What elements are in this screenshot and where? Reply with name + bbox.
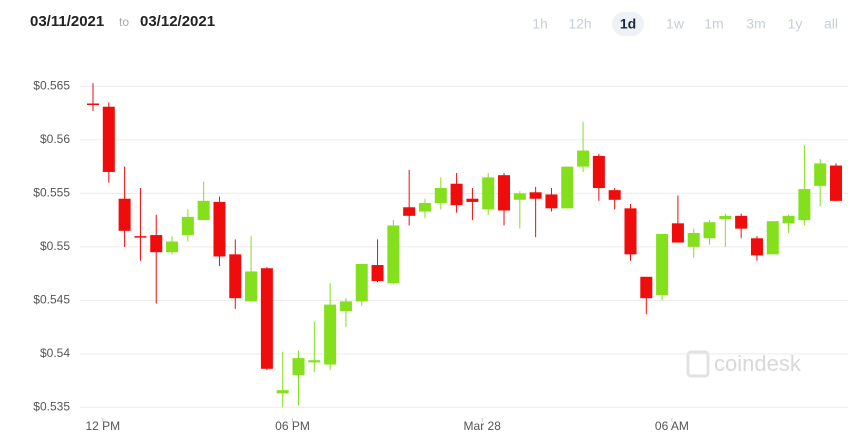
- candle-body: [498, 175, 511, 211]
- candle-body: [687, 232, 700, 247]
- y-tick-label: $0.555: [33, 186, 70, 200]
- candle-body: [260, 268, 273, 369]
- candle-body: [529, 192, 542, 199]
- candle-body: [197, 200, 210, 221]
- x-tick-label: 06 AM: [655, 419, 689, 433]
- candle-body: [276, 390, 289, 394]
- date-separator: to: [119, 15, 129, 29]
- range-button[interactable]: 3m: [746, 16, 765, 32]
- candle-body: [798, 189, 811, 221]
- range-button[interactable]: 1w: [666, 16, 685, 32]
- candle-body: [324, 304, 337, 365]
- date-to: 03/12/2021: [140, 13, 215, 30]
- candle-body: [355, 263, 368, 302]
- range-selector: 1h 12h 1d 1w 1m 3m 1y all: [532, 12, 838, 36]
- candle-body: [782, 215, 795, 224]
- candle-body: [434, 188, 447, 203]
- y-tick-label: $0.55: [40, 239, 70, 253]
- candle-body: [750, 238, 763, 256]
- candle-body: [466, 198, 479, 202]
- candle-body: [640, 276, 653, 299]
- candle-body: [387, 225, 400, 284]
- candle-body: [482, 177, 495, 210]
- y-tick-label: $0.565: [33, 79, 70, 93]
- candle-body: [703, 222, 716, 239]
- candle-body: [671, 223, 684, 243]
- candle-body: [229, 254, 242, 299]
- candle-body: [371, 265, 384, 282]
- y-tick-label: $0.54: [40, 346, 70, 360]
- candle-body: [608, 190, 621, 200]
- candle-body: [719, 215, 732, 220]
- range-button[interactable]: 1d: [620, 16, 636, 32]
- candle-body: [403, 207, 416, 216]
- candle-body: [181, 216, 194, 236]
- y-tick-label: $0.535: [33, 399, 70, 413]
- watermark: coindesk: [714, 351, 802, 376]
- candle-body: [656, 234, 669, 295]
- y-tick-label: $0.545: [33, 293, 70, 307]
- range-selected-bg: [612, 12, 644, 36]
- candle-body: [150, 235, 163, 253]
- candle-body: [561, 166, 574, 209]
- candle-body: [213, 201, 226, 257]
- candle-body: [166, 241, 179, 253]
- range-button[interactable]: all: [824, 16, 838, 32]
- candle-body: [624, 208, 637, 255]
- plot-area: coindesk $0.535 $0.54 $0.545 $0.55 $0.555 $0.…: [33, 79, 848, 433]
- date-from: 03/11/2021: [30, 13, 104, 30]
- range-button[interactable]: 1h: [532, 16, 548, 32]
- x-tick-label: 06 PM: [275, 419, 310, 433]
- x-tick-label: 12 PM: [85, 419, 120, 433]
- range-button[interactable]: 1y: [788, 16, 803, 32]
- candle-body: [418, 202, 431, 212]
- candle-body: [339, 301, 352, 312]
- range-button[interactable]: 1m: [704, 16, 723, 32]
- candle-body: [245, 271, 258, 302]
- candle-body: [87, 103, 99, 106]
- candle-body: [513, 193, 526, 200]
- candle-body: [292, 358, 305, 376]
- candle-body: [118, 198, 131, 231]
- range-button[interactable]: 12h: [568, 16, 591, 32]
- candle-body: [308, 360, 321, 363]
- candle-body: [735, 215, 748, 229]
- y-tick-label: $0.56: [40, 132, 70, 146]
- candle-body: [134, 236, 147, 238]
- candle-body: [545, 194, 558, 209]
- candle-body: [766, 221, 779, 255]
- candle-body: [102, 106, 115, 172]
- watermark-icon: [686, 350, 710, 378]
- candle-body: [450, 183, 463, 206]
- x-tick-label: Mar 28: [464, 419, 502, 433]
- candle-body: [814, 163, 827, 186]
- candle-body: [577, 150, 590, 167]
- candle-body: [592, 155, 605, 189]
- candle-body: [830, 165, 842, 201]
